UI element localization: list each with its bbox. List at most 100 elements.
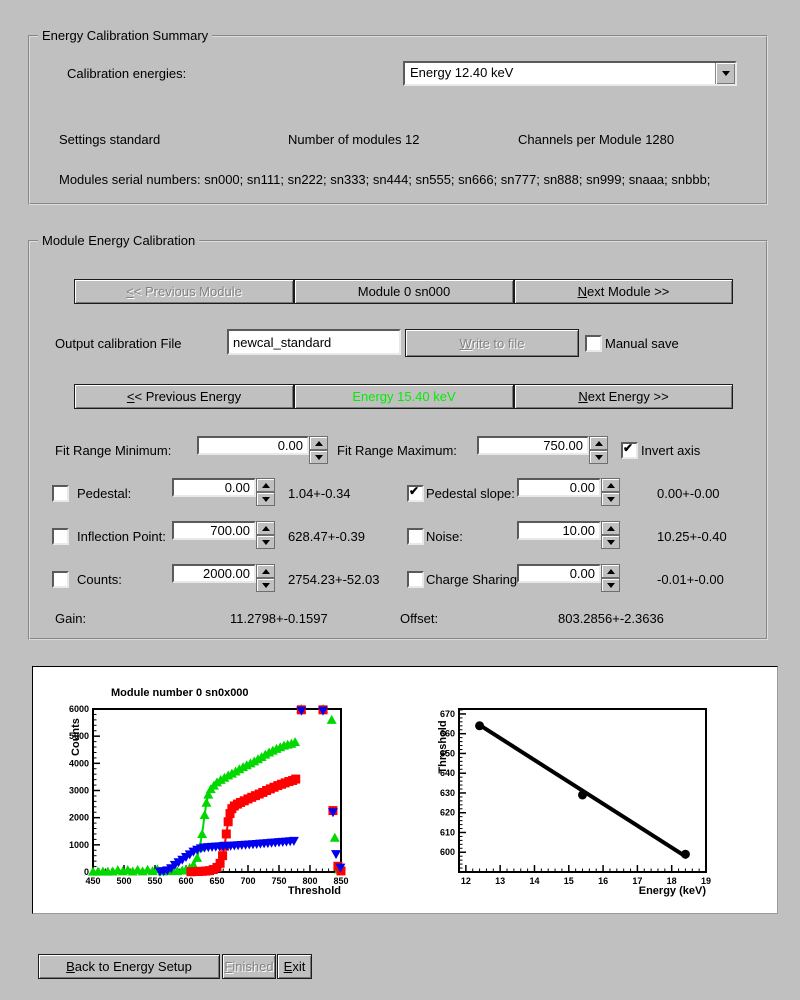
spin-up-button[interactable]: [601, 521, 620, 535]
svg-text:620: 620: [440, 808, 455, 818]
spin-down-icon: [594, 454, 603, 460]
fit-range-min-spinbox[interactable]: [197, 436, 328, 464]
svg-text:670: 670: [440, 709, 455, 719]
combo-dropdown-button[interactable]: [715, 63, 735, 84]
calibration-energy-select[interactable]: Energy 12.40 keV: [403, 61, 737, 86]
pedestal-slope-label: Pedestal slope:: [426, 486, 515, 501]
inflection-point-result: 628.47+-0.39: [288, 529, 365, 544]
invert-axis-checkbox[interactable]: [621, 441, 638, 459]
fit-range-min-input[interactable]: [197, 436, 309, 455]
counts-input[interactable]: [172, 564, 256, 583]
svg-text:600: 600: [440, 847, 455, 857]
svg-text:3000: 3000: [69, 786, 89, 796]
spin-down-button[interactable]: [601, 535, 620, 549]
spin-down-button[interactable]: [589, 450, 608, 464]
pedestal-slope-result: 0.00+-0.00: [657, 486, 720, 501]
spin-up-button[interactable]: [256, 478, 275, 492]
summary-groupbox: Energy Calibration Summary Calibration e…: [28, 28, 768, 205]
inflection-point-input[interactable]: [172, 521, 256, 540]
svg-text:630: 630: [440, 788, 455, 798]
pedestal-slope-input[interactable]: [517, 478, 601, 497]
svg-text:700: 700: [240, 876, 255, 886]
charge-sharing-input[interactable]: [517, 564, 601, 583]
inflection-point-spinbox[interactable]: [172, 521, 275, 549]
noise-input[interactable]: [517, 521, 601, 540]
spin-up-icon: [594, 440, 603, 446]
spin-down-icon: [314, 454, 323, 460]
spin-down-icon: [261, 539, 270, 545]
pedestal-slope-spinbox[interactable]: [517, 478, 620, 506]
output-file-label: Output calibration File: [55, 336, 182, 351]
spin-up-icon: [314, 440, 323, 446]
summary-groupbox-title: Energy Calibration Summary: [38, 28, 213, 43]
spin-up-button[interactable]: [601, 564, 620, 578]
svg-text:12: 12: [461, 876, 471, 886]
spin-down-icon: [606, 496, 615, 502]
charge-sharing-spinbox[interactable]: [517, 564, 620, 592]
pedestal-label: Pedestal:: [77, 486, 132, 501]
spin-up-button[interactable]: [601, 478, 620, 492]
svg-text:800: 800: [302, 876, 317, 886]
counts-checkbox[interactable]: [52, 571, 69, 588]
noise-checkbox[interactable]: [407, 528, 424, 545]
counts-label: Counts:: [77, 572, 122, 587]
fit-range-max-input[interactable]: [477, 436, 589, 455]
counts-result: 2754.23+-52.03: [288, 572, 380, 587]
pedestal-input[interactable]: [172, 478, 256, 497]
spin-down-button[interactable]: [256, 492, 275, 506]
inflection-point-checkbox[interactable]: [52, 528, 69, 545]
previous-module-button[interactable]: < < Previous Module: [74, 279, 294, 304]
svg-text:4000: 4000: [69, 758, 89, 768]
svg-text:450: 450: [85, 876, 100, 886]
svg-text:6000: 6000: [69, 704, 89, 714]
manual-save-label: Manual save: [605, 336, 679, 351]
pedestal-slope-checkbox[interactable]: [407, 484, 424, 502]
offset-label: Offset:: [400, 611, 439, 626]
svg-text:19: 19: [701, 876, 711, 886]
spin-up-icon: [261, 568, 270, 574]
spin-up-icon: [261, 525, 270, 531]
svg-text:650: 650: [209, 876, 224, 886]
pedestal-checkbox[interactable]: [52, 485, 69, 502]
charge-sharing-checkbox[interactable]: [407, 571, 424, 588]
spin-down-button[interactable]: [256, 535, 275, 549]
svg-text:660: 660: [440, 729, 455, 739]
output-file-input[interactable]: [227, 329, 401, 355]
spin-up-button[interactable]: [589, 436, 608, 450]
fit-range-min-label: Fit Range Minimum:: [55, 443, 172, 458]
num-modules-label: Number of modules 12: [288, 132, 420, 147]
manual-save-checkbox[interactable]: [585, 335, 602, 352]
module-serials-label: Modules serial numbers: sn000; sn111; sn…: [59, 172, 711, 187]
noise-label: Noise:: [426, 529, 463, 544]
spin-down-button[interactable]: [256, 578, 275, 592]
counts-spinbox[interactable]: [172, 564, 275, 592]
spin-up-button[interactable]: [309, 436, 328, 450]
spin-down-icon: [261, 582, 270, 588]
inflection-point-label: Inflection Point:: [77, 529, 166, 544]
pedestal-result: 1.04+-0.34: [288, 486, 351, 501]
module-cal-groupbox-title: Module Energy Calibration: [38, 233, 200, 248]
noise-spinbox[interactable]: [517, 521, 620, 549]
spin-up-button[interactable]: [256, 521, 275, 535]
svg-text:Module number 0 sn0x000: Module number 0 sn0x000: [111, 687, 249, 699]
svg-text:550: 550: [147, 876, 162, 886]
current-energy-button[interactable]: Energy 15.40 keV: [294, 384, 514, 409]
previous-energy-button[interactable]: < < Previous Energy: [74, 384, 294, 409]
spin-down-button[interactable]: [601, 492, 620, 506]
current-module-button[interactable]: Module 0 sn000: [294, 279, 514, 304]
module-cal-groupbox: Module Energy Calibration < < Previous Mo…: [28, 233, 768, 640]
pedestal-spinbox[interactable]: [172, 478, 275, 506]
fit-range-max-spinbox[interactable]: [477, 436, 608, 464]
spin-up-icon: [261, 482, 270, 488]
spin-up-button[interactable]: [256, 564, 275, 578]
spin-down-button[interactable]: [309, 450, 328, 464]
svg-text:5000: 5000: [69, 731, 89, 741]
spin-down-button[interactable]: [601, 578, 620, 592]
